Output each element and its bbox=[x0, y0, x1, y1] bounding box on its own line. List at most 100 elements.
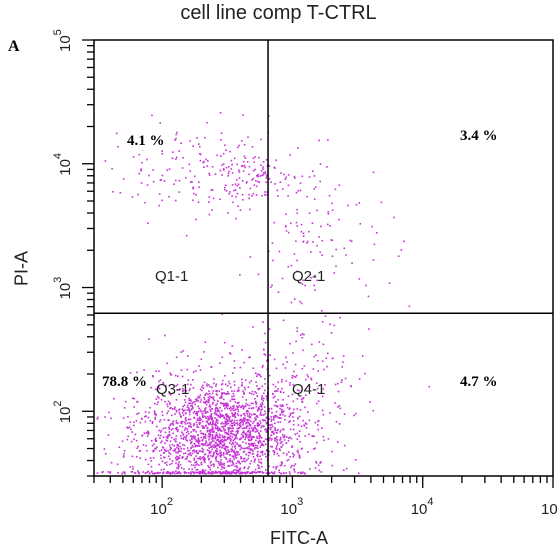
event-point bbox=[204, 436, 206, 438]
event-point bbox=[195, 400, 198, 402]
event-point bbox=[262, 168, 264, 170]
event-point bbox=[288, 415, 291, 418]
event-point bbox=[214, 446, 217, 449]
event-point bbox=[260, 404, 263, 407]
event-point bbox=[187, 453, 190, 456]
event-point bbox=[290, 437, 293, 440]
event-point bbox=[153, 410, 156, 412]
event-point bbox=[304, 284, 306, 287]
event-point bbox=[223, 471, 226, 473]
event-point bbox=[210, 396, 213, 399]
event-point bbox=[161, 199, 163, 202]
event-point bbox=[233, 405, 235, 407]
event-point bbox=[229, 416, 231, 418]
event-point bbox=[222, 152, 225, 155]
event-point bbox=[187, 472, 190, 474]
event-point bbox=[228, 438, 230, 440]
event-point bbox=[199, 153, 201, 155]
event-point bbox=[182, 443, 184, 446]
event-point bbox=[342, 361, 344, 363]
event-point bbox=[261, 385, 264, 388]
event-point bbox=[216, 154, 218, 157]
event-point bbox=[249, 435, 252, 437]
event-point bbox=[247, 429, 250, 432]
event-point bbox=[218, 427, 221, 429]
event-point bbox=[353, 414, 355, 417]
event-point bbox=[150, 460, 153, 462]
event-point bbox=[137, 445, 139, 448]
event-point bbox=[193, 417, 196, 419]
event-point bbox=[253, 184, 256, 186]
event-point bbox=[192, 446, 194, 448]
event-point bbox=[249, 443, 252, 446]
event-point bbox=[234, 424, 236, 426]
event-point bbox=[146, 471, 149, 474]
event-point bbox=[270, 181, 272, 183]
event-point bbox=[183, 444, 186, 447]
event-point bbox=[262, 321, 264, 323]
event-point bbox=[297, 452, 300, 454]
event-point bbox=[214, 445, 217, 447]
event-point bbox=[227, 432, 229, 434]
event-point bbox=[349, 239, 352, 242]
event-point bbox=[160, 449, 163, 451]
event-point bbox=[209, 443, 211, 446]
event-point bbox=[211, 446, 213, 448]
event-point bbox=[154, 416, 157, 419]
event-point bbox=[212, 197, 215, 200]
event-point bbox=[159, 179, 162, 181]
event-point bbox=[211, 456, 214, 458]
event-point bbox=[169, 433, 171, 436]
event-point bbox=[270, 434, 272, 437]
event-point bbox=[177, 447, 180, 450]
event-point bbox=[152, 450, 155, 453]
event-point bbox=[201, 470, 204, 472]
event-point bbox=[203, 160, 205, 163]
event-point bbox=[221, 383, 223, 386]
event-point bbox=[167, 472, 169, 474]
event-point bbox=[216, 394, 219, 396]
event-point bbox=[231, 395, 233, 398]
event-point bbox=[280, 405, 283, 408]
event-point bbox=[308, 212, 311, 214]
event-point bbox=[252, 422, 254, 425]
event-point bbox=[208, 196, 211, 198]
event-point bbox=[290, 466, 292, 469]
event-point bbox=[261, 419, 264, 421]
event-point bbox=[211, 440, 214, 442]
event-point bbox=[301, 472, 303, 474]
event-point bbox=[150, 440, 153, 442]
event-point bbox=[300, 472, 302, 475]
event-point bbox=[232, 441, 234, 444]
event-point bbox=[231, 195, 233, 197]
event-point bbox=[164, 431, 167, 434]
event-point bbox=[190, 399, 192, 401]
event-point bbox=[273, 471, 276, 473]
event-point bbox=[192, 424, 195, 427]
event-point bbox=[158, 204, 161, 207]
event-point bbox=[336, 441, 339, 443]
cluster-q3-1 bbox=[110, 334, 340, 475]
event-point bbox=[256, 385, 258, 387]
event-point bbox=[200, 410, 202, 413]
event-point bbox=[223, 341, 226, 344]
event-point bbox=[316, 209, 318, 212]
event-point bbox=[222, 454, 225, 456]
event-point bbox=[239, 187, 241, 189]
event-point bbox=[287, 458, 290, 461]
event-point bbox=[190, 471, 192, 473]
event-point bbox=[258, 423, 260, 426]
event-point bbox=[178, 191, 181, 193]
event-point bbox=[155, 448, 157, 450]
event-point bbox=[322, 388, 325, 390]
event-point bbox=[284, 367, 287, 369]
event-point bbox=[283, 410, 285, 412]
event-point bbox=[241, 381, 243, 384]
event-point bbox=[208, 430, 211, 433]
event-point bbox=[271, 242, 274, 244]
event-point bbox=[233, 407, 235, 409]
event-point bbox=[228, 450, 230, 453]
event-point bbox=[244, 438, 246, 441]
event-point bbox=[124, 400, 127, 403]
event-point bbox=[245, 399, 248, 401]
